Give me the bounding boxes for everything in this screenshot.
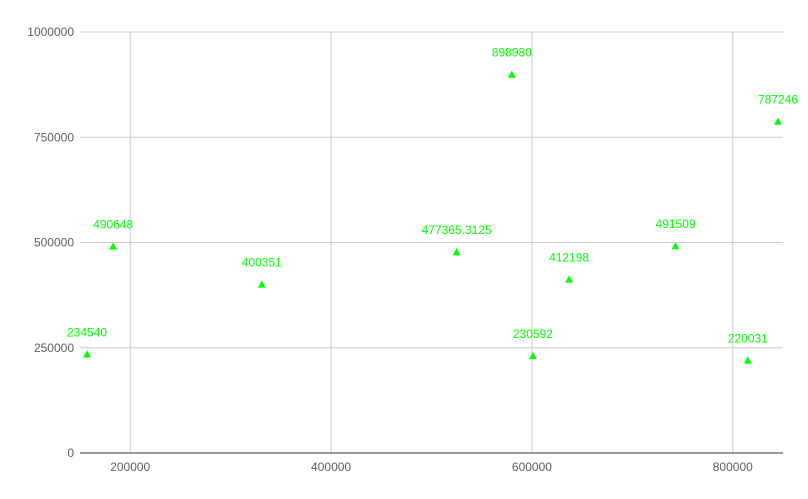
data-point-label: 787246 [758, 93, 798, 107]
data-point-marker [565, 275, 574, 283]
data-point-label: 400351 [242, 255, 282, 269]
y-tick-label: 250000 [34, 341, 74, 355]
x-tick-label: 200000 [110, 460, 150, 474]
y-axis-tick-labels: 0 250000 500000 750000 1000000 [27, 25, 74, 460]
data-point-label: 234540 [67, 325, 107, 339]
data-point-label: 491509 [656, 217, 696, 231]
x-axis-tick-labels: 200000 400000 600000 800000 [110, 460, 753, 474]
data-point-marker [743, 356, 752, 364]
x-tick-label: 600000 [512, 460, 552, 474]
data-point-label: 220031 [728, 331, 768, 345]
data-point-label: 490648 [93, 217, 133, 231]
data-point-marker [528, 351, 537, 360]
data-point-marker [507, 70, 516, 78]
data-point-marker [452, 248, 461, 256]
x-tick-label: 400000 [311, 460, 351, 474]
data-point-marker [257, 280, 266, 288]
x-tick-label: 800000 [713, 460, 753, 474]
y-tick-label: 1000000 [27, 25, 74, 39]
y-tick-label: 750000 [34, 130, 74, 144]
y-tick-label: 500000 [34, 236, 74, 250]
data-points [83, 70, 782, 364]
data-point-marker [109, 242, 118, 250]
data-point-label: 230592 [513, 327, 553, 341]
gridlines [80, 31, 783, 453]
y-tick-label: 0 [67, 446, 74, 460]
data-point-label: 477365.3125 [422, 223, 492, 237]
data-labels: 234540 490648 400351 477365.3125 898980 23059… [67, 46, 798, 346]
data-point-marker [773, 117, 782, 125]
data-point-marker [671, 242, 680, 250]
data-point-label: 898980 [492, 46, 532, 60]
data-point-label: 412198 [549, 250, 589, 264]
data-point-marker [83, 350, 92, 358]
